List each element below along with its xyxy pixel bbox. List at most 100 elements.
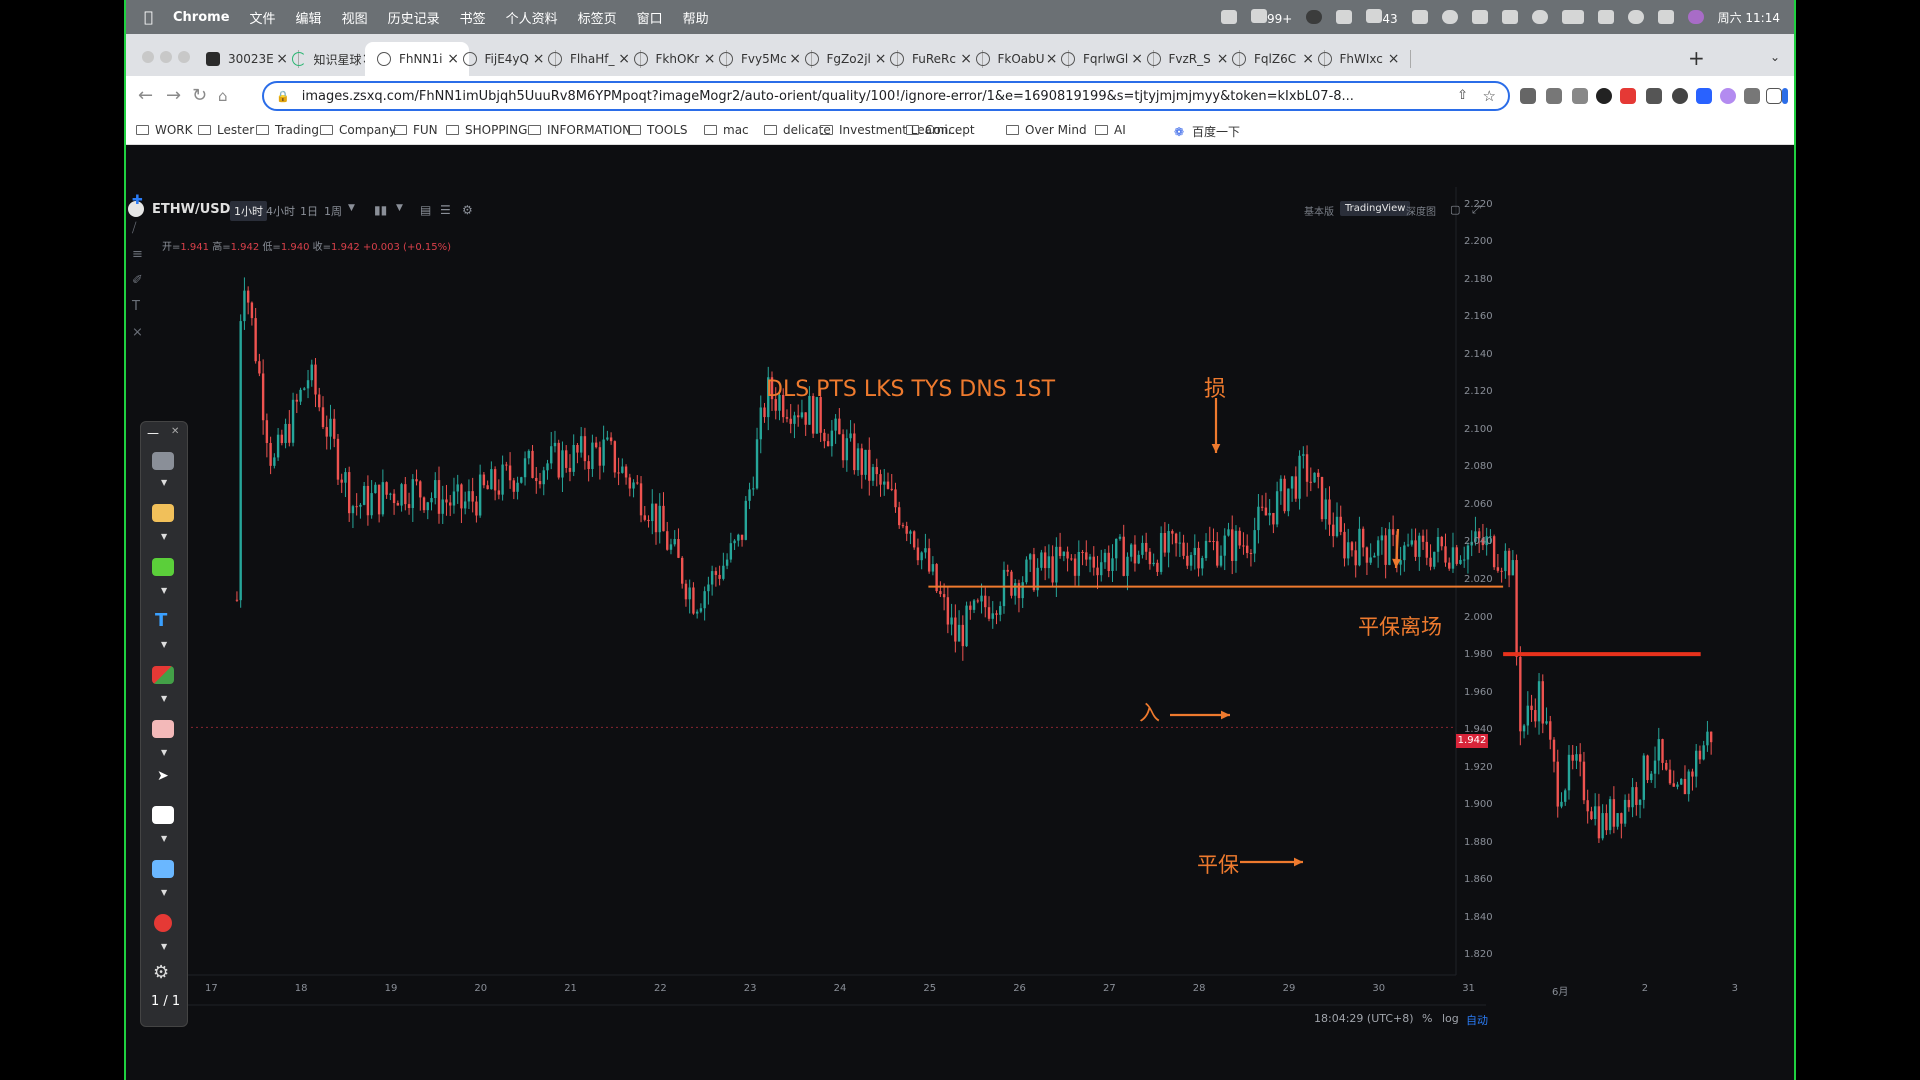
tab-close-icon[interactable]: × — [618, 51, 630, 67]
bookmark-item[interactable]: mac — [704, 123, 749, 137]
window-minimize-button[interactable] — [160, 51, 172, 63]
brush-icon[interactable]: ✐ — [132, 273, 143, 288]
price-chart[interactable] — [126, 145, 1794, 1080]
symbol-label[interactable]: ETHW/USDT — [152, 202, 240, 217]
browser-tab[interactable]: FhWIxc × — [1306, 42, 1411, 76]
version-basic[interactable]: 基本版 — [1304, 207, 1334, 218]
tab-close-icon[interactable]: × — [703, 51, 716, 67]
tab-close-icon[interactable]: × — [1216, 51, 1229, 67]
bookmark-item[interactable]: TOOLS — [628, 123, 688, 137]
apple-icon[interactable]:  — [144, 8, 153, 26]
bookmark-item[interactable]: INFORMATION — [528, 123, 631, 137]
browser-tab[interactable]: FgZo2jl × — [793, 42, 898, 76]
address-bar[interactable]: 🔒 images.zsxq.com/FhNN1imUbjqh5UuuRv8M6Y… — [262, 81, 1510, 111]
spotlight-icon[interactable] — [1627, 10, 1644, 24]
version-tradingview[interactable]: TradingView — [1340, 201, 1411, 216]
candle-type-dropdown-icon[interactable]: ▼ — [396, 203, 403, 213]
browser-tab[interactable]: Fvy5Mc × — [707, 42, 812, 76]
window-zoom-button[interactable] — [178, 51, 190, 63]
keyboard-icon[interactable] — [1501, 10, 1518, 24]
bookmark-star-icon[interactable]: ☆ — [1482, 87, 1496, 105]
tab-close-icon[interactable]: × — [1387, 51, 1400, 67]
tab-close-icon[interactable]: × — [276, 51, 288, 67]
new-tab-button[interactable]: + — [1688, 46, 1705, 70]
clock-icon[interactable] — [1531, 10, 1548, 24]
auto-scale-toggle[interactable]: 自动 — [1466, 1014, 1488, 1027]
home-icon[interactable]: ⌂ — [218, 87, 228, 105]
pattern-icon[interactable]: ⨯ — [132, 325, 143, 340]
palette-dropdown-icon[interactable]: ▼ — [161, 834, 168, 843]
tab-search-icon[interactable]: ⌄ — [1770, 50, 1781, 64]
menu-file[interactable]: 文件 — [240, 11, 276, 27]
extension-search-icon[interactable] — [1672, 88, 1688, 104]
percent-scale-toggle[interactable]: % — [1422, 1012, 1433, 1025]
notification-status[interactable]: 99+ — [1250, 8, 1292, 26]
timeframe-1w[interactable]: 1周 — [324, 205, 342, 218]
bookmark-item[interactable]: FUN — [394, 123, 438, 137]
bookmark-item[interactable]: Concept — [906, 123, 975, 137]
indicator-icon[interactable]: ▤ — [420, 203, 432, 217]
tab-close-icon[interactable]: × — [874, 51, 887, 67]
palette-pencil-icon[interactable] — [152, 504, 174, 522]
play-icon[interactable] — [1441, 10, 1458, 24]
profile-avatar[interactable] — [1782, 88, 1788, 104]
timeframe-1d[interactable]: 1日 — [300, 205, 318, 218]
bookmark-item[interactable]: Investment Learni... — [820, 123, 959, 137]
extension-download-icon[interactable] — [1646, 88, 1662, 104]
timeframe-dropdown-icon[interactable]: ▼ — [348, 203, 355, 213]
bookmark-item[interactable]: Company — [320, 123, 396, 137]
camera-icon[interactable] — [1411, 10, 1428, 24]
fullscreen-icon[interactable]: ⤢ — [1472, 203, 1481, 216]
lock-icon[interactable] — [1471, 10, 1488, 24]
palette-dropdown-icon[interactable]: ▼ — [161, 748, 168, 757]
text-tool-icon[interactable]: T — [132, 299, 140, 314]
palette-settings-icon[interactable]: ⚙ — [153, 962, 170, 983]
palette-dropdown-icon[interactable]: ▼ — [161, 586, 168, 595]
siri-icon[interactable] — [1687, 10, 1704, 24]
extension-red-icon[interactable] — [1620, 88, 1636, 104]
palette-dropdown-icon[interactable]: ▼ — [161, 478, 168, 487]
palette-dropdown-icon[interactable]: ▼ — [161, 942, 168, 951]
battery-icon[interactable] — [1561, 10, 1584, 24]
version-depth[interactable]: 深度图 — [1406, 207, 1436, 218]
menu-help[interactable]: 帮助 — [673, 11, 709, 27]
browser-tab[interactable]: 30023E × — [194, 42, 299, 76]
bookmark-item[interactable]: SHOPPING — [446, 123, 527, 137]
candle-type-icon[interactable]: ▮▮ — [374, 203, 388, 217]
palette-dropdown-icon[interactable]: ▼ — [161, 532, 168, 541]
menu-tabs[interactable]: 标签页 — [568, 11, 617, 27]
extension-spiral-icon[interactable] — [1720, 88, 1736, 104]
control-center-icon[interactable] — [1657, 10, 1674, 24]
settings-icon[interactable]: ⚙ — [462, 203, 473, 217]
crosshair-icon[interactable]: ✚ — [132, 193, 143, 208]
browser-tab[interactable]: FhNN1i × — [365, 42, 469, 76]
chat-icon[interactable] — [1336, 10, 1353, 24]
menu-profile[interactable]: 个人资料 — [496, 11, 558, 27]
bookmark-item[interactable]: delicate — [764, 123, 831, 137]
bookmark-item[interactable]: AI — [1095, 123, 1126, 137]
tab-close-icon[interactable]: × — [789, 51, 801, 67]
palette-pointer-icon[interactable]: ➤ — [157, 768, 169, 784]
trendline-icon[interactable]: ⧸ — [132, 221, 137, 236]
log-scale-toggle[interactable]: log — [1442, 1012, 1459, 1025]
tab-close-icon[interactable]: × — [960, 51, 972, 67]
wifi-icon[interactable] — [1597, 10, 1614, 24]
extensions-puzzle-icon[interactable] — [1744, 88, 1760, 104]
tab-close-icon[interactable]: × — [532, 51, 545, 67]
palette-text-icon[interactable]: T — [155, 610, 168, 631]
palette-dropdown-icon[interactable]: ▼ — [161, 640, 168, 649]
share-icon[interactable]: ⇧ — [1457, 88, 1468, 103]
list-icon[interactable]: ☰ — [440, 203, 451, 217]
menu-bookmarks[interactable]: 书签 — [450, 11, 486, 27]
palette-dropdown-icon[interactable]: ▼ — [161, 694, 168, 703]
extension-gear-icon[interactable] — [1520, 88, 1536, 104]
cloud-sync-icon[interactable] — [1220, 10, 1237, 24]
timeframe-1h[interactable]: 1小时 — [230, 201, 267, 221]
lock-icon[interactable]: 🔒 — [276, 89, 290, 103]
tab-close-icon[interactable]: × — [1131, 51, 1143, 67]
parallel-lines-icon[interactable]: ≡ — [132, 247, 143, 262]
palette-eraser-icon[interactable] — [152, 720, 174, 738]
extension-grid-icon[interactable] — [1572, 88, 1588, 104]
bookmark-item[interactable]: Lester — [198, 123, 254, 137]
extension-blue-icon[interactable] — [1696, 88, 1712, 104]
